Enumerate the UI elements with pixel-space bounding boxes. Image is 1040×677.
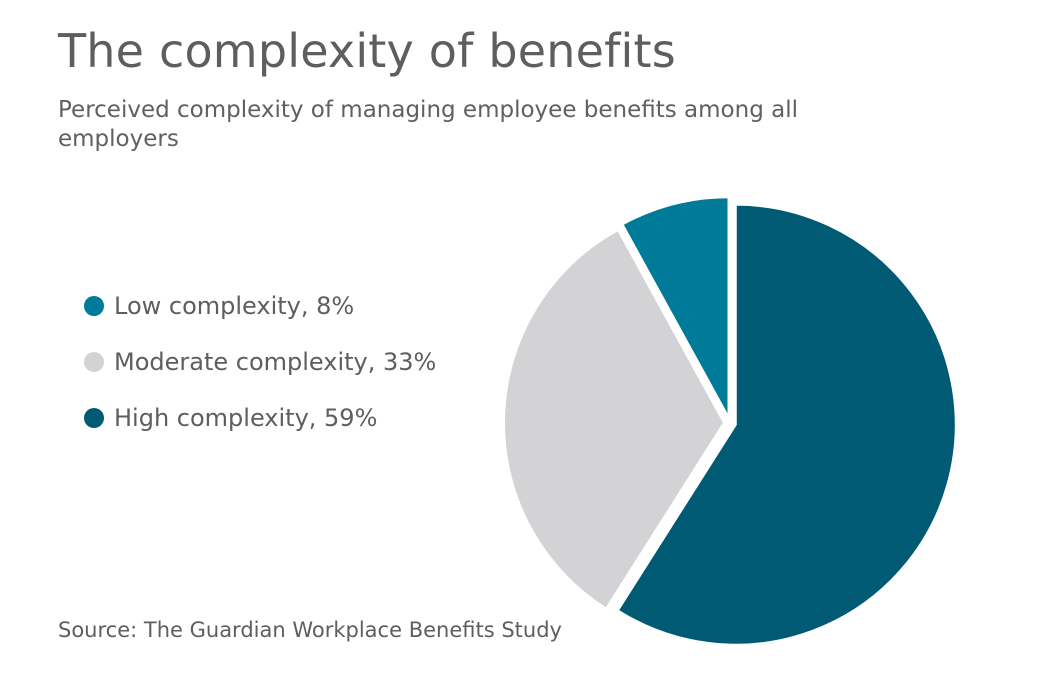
legend-item-moderate: Moderate complexity, 33% [84,334,436,390]
chart-subtitle: Perceived complexity of managing employe… [58,97,798,152]
chart-title: The complexity of benefits [58,24,676,78]
pie-slice-moderate [503,228,726,610]
legend-dot-high-icon [84,408,104,428]
pie-slice-low [621,196,730,418]
legend-label-moderate: Moderate complexity, 33% [114,348,437,376]
pie-slice-high [616,203,957,646]
source-note: Source: The Guardian Workplace Benefits … [58,618,562,642]
legend-label-high: High complexity, 59% [114,404,378,432]
legend-item-low: Low complexity, 8% [84,278,436,334]
legend-dot-low-icon [84,296,104,316]
legend: Low complexity, 8% Moderate complexity, … [84,278,436,446]
legend-dot-moderate-icon [84,352,104,372]
legend-item-high: High complexity, 59% [84,390,436,446]
legend-label-low: Low complexity, 8% [114,292,355,320]
